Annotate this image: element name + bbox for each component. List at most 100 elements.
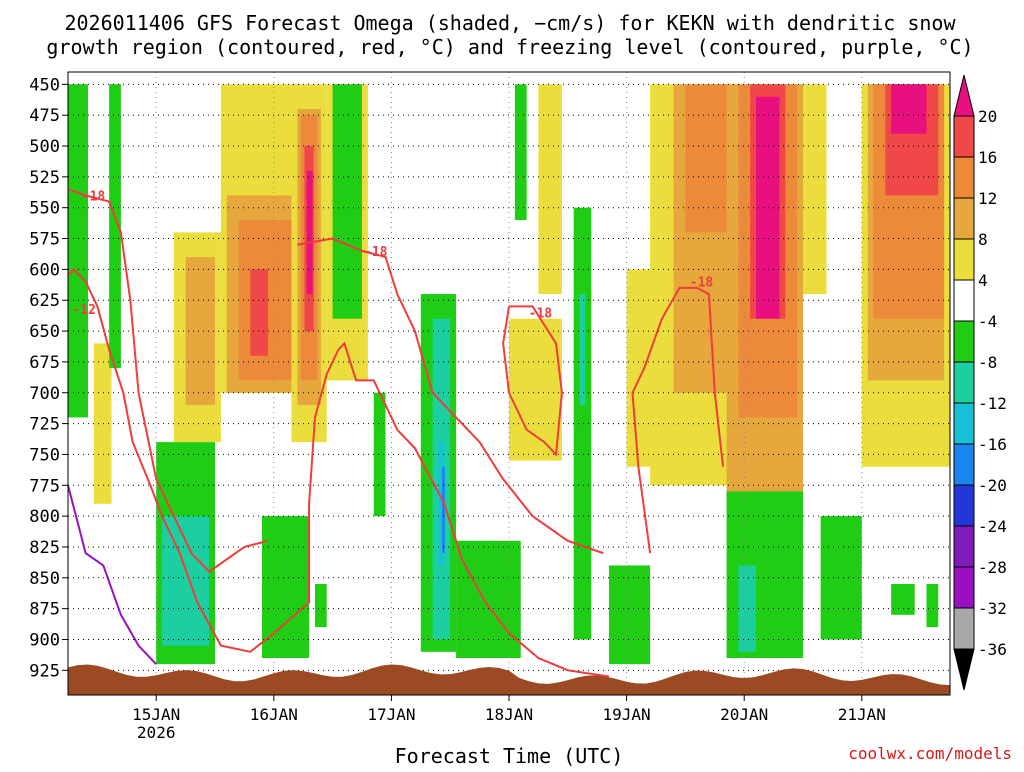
dgz-minus-18-loop-label-0: -18 (529, 307, 553, 322)
colorbar-bin-16 (953, 115, 975, 158)
y-tick-label-750: 750 (29, 445, 60, 465)
omega-region-26 (514, 84, 527, 221)
colorbar-bin-4 (953, 238, 975, 281)
omega-region-10 (250, 269, 268, 356)
colorbar: 20 16 12 8 4 -4 -8 -12 -16 -20 -24 -28 -32 -36 (953, 74, 1007, 691)
x-axis-title: Forecast Time (UTC) (395, 744, 624, 768)
x-tick-label-21JAN: 21JAN (838, 705, 886, 724)
omega-region-24 (441, 466, 445, 554)
colorbar-tick-20: 20 (978, 107, 997, 126)
fzl-minus-4 (67, 485, 157, 665)
colorbar-bin--28 (953, 525, 975, 568)
omega-region-23 (438, 442, 445, 566)
omega-region-19 (332, 84, 362, 319)
y-tick-label-500: 500 (29, 137, 60, 157)
colorbar-tick-8: 8 (978, 230, 988, 249)
colorbar-bin-20 (953, 74, 975, 117)
colorbar-tick--16: -16 (978, 435, 1007, 454)
omega-region-20 (373, 392, 386, 517)
y-tick-label-650: 650 (29, 322, 60, 342)
chart-title-line1: 2026011406 GFS Forecast Omega (shaded, −… (64, 11, 956, 35)
omega-region-29 (573, 207, 592, 640)
y-tick-label-700: 700 (29, 384, 60, 404)
omega-region-42 (803, 84, 827, 295)
dgz-minus-12-label-0: -12 (72, 303, 95, 318)
y-tick-label-625: 625 (29, 291, 60, 311)
y-tick-label-925: 925 (29, 661, 60, 681)
omega-region-6 (185, 257, 215, 406)
x-tick-label-20JAN: 20JAN (720, 705, 768, 724)
colorbar-tick--20: -20 (978, 476, 1007, 495)
credit-link[interactable]: coolwx.com/models (848, 744, 1012, 763)
omega-region-49 (891, 583, 915, 615)
y-tick-label-875: 875 (29, 600, 60, 620)
colorbar-bin--4 (953, 279, 975, 322)
contour-lines: -12 -18 -18 -18 -18 (67, 188, 725, 678)
y-tick-label-900: 900 (29, 630, 60, 650)
y-tick-label-575: 575 (29, 230, 60, 250)
omega-region-43 (820, 516, 862, 640)
colorbar-tick-12: 12 (978, 189, 997, 208)
y-tick-label-675: 675 (29, 353, 60, 373)
colorbar-bin-8 (953, 197, 975, 240)
x-tick-label-15JAN: 15JAN (132, 705, 180, 724)
dgz-minus-18-loop (502, 305, 563, 457)
omega-region-0 (68, 84, 88, 418)
omega-region-2 (109, 84, 121, 369)
omega-shading (68, 84, 950, 665)
dgz-minus-18-east-label-0: -18 (690, 276, 714, 291)
omega-region-35 (685, 84, 733, 233)
y-tick-label-550: 550 (29, 199, 60, 219)
colorbar-bin--32 (953, 566, 975, 609)
x-tick-label-19JAN: 19JAN (603, 705, 651, 724)
dgz-minus-18-east (631, 286, 725, 554)
y-tick-label-775: 775 (29, 476, 60, 496)
omega-region-50 (926, 583, 939, 628)
colorbar-bin--20 (953, 443, 975, 486)
colorbar-tick--24: -24 (978, 517, 1007, 536)
colorbar-tick--28: -28 (978, 558, 1007, 577)
y-tick-label-600: 600 (29, 260, 60, 280)
colorbar-tick-4: 4 (978, 271, 988, 290)
omega-region-31 (608, 565, 651, 665)
x-tick-label-17JAN: 17JAN (367, 705, 415, 724)
colorbar-tick--4: -4 (978, 312, 997, 331)
colorbar-bin--12 (953, 361, 975, 404)
dgz-minus-18-mid-label-0: -18 (364, 245, 388, 260)
colorbar-bin--8 (953, 320, 975, 363)
y-tick-label-725: 725 (29, 415, 60, 435)
omega-region-25 (456, 540, 521, 658)
x-tick-sublabel-15JAN: 2026 (137, 723, 176, 742)
omega-region-48 (891, 84, 927, 134)
omega-region-1 (93, 343, 112, 504)
y-tick-label-475: 475 (29, 106, 60, 126)
dgz-minus-18-mid (297, 237, 604, 555)
colorbar-bin-12 (953, 156, 975, 199)
terrain-surface (68, 664, 950, 695)
y-tick-label-450: 450 (29, 75, 60, 95)
omega-region-28 (538, 84, 562, 295)
dgz-minus-12 (67, 267, 610, 678)
x-tick-label-18JAN: 18JAN (485, 705, 533, 724)
colorbar-bin--40 (953, 648, 975, 691)
omega-region-30 (579, 294, 586, 406)
dgz-minus-18-west (67, 188, 269, 573)
y-tick-label-850: 850 (29, 569, 60, 589)
omega-region-41 (738, 565, 756, 652)
x-tick-label-16JAN: 16JAN (250, 705, 298, 724)
chart-title-line2: growth region (contoured, red, °C) and f… (46, 35, 973, 59)
dgz-minus-18-west-label-0: -18 (82, 189, 106, 204)
y-tick-label-825: 825 (29, 538, 60, 558)
y-tick-label-525: 525 (29, 168, 60, 188)
omega-region-15 (306, 170, 313, 295)
y-tick-label-800: 800 (29, 507, 60, 527)
colorbar-tick--36: -36 (978, 640, 1007, 659)
colorbar-tick-16: 16 (978, 148, 997, 167)
chart-axes: 450 475 500 525 550 575 600 625 650 675 700 725 750 7… (29, 71, 951, 742)
terrain-ground (68, 664, 950, 695)
omega-region-16 (262, 516, 310, 658)
colorbar-tick--8: -8 (978, 353, 997, 372)
omega-region-4 (162, 516, 210, 646)
